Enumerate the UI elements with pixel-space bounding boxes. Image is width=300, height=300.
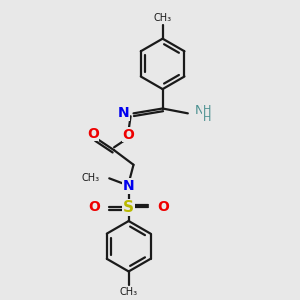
Text: O: O <box>123 128 135 142</box>
Text: S: S <box>123 200 134 215</box>
Text: N: N <box>195 104 204 117</box>
Text: O: O <box>89 200 100 214</box>
Text: N: N <box>118 106 130 120</box>
Text: O: O <box>87 127 99 141</box>
Text: CH₃: CH₃ <box>81 173 100 183</box>
Text: O: O <box>157 200 169 214</box>
Text: H: H <box>202 105 211 116</box>
Text: H: H <box>202 113 211 123</box>
Text: CH₃: CH₃ <box>120 287 138 297</box>
Text: N: N <box>123 179 134 193</box>
Text: CH₃: CH₃ <box>154 13 172 23</box>
